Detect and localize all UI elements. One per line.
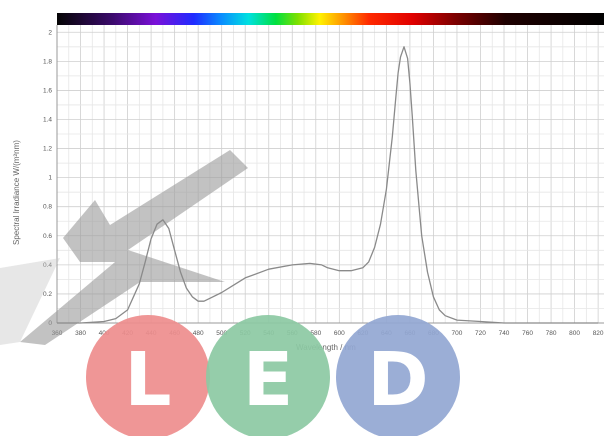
logo-circle-d [336, 315, 460, 436]
logo-letter-e: E [243, 337, 294, 423]
watermark-arrow [0, 150, 248, 345]
y-tick-label: 1.4 [43, 116, 52, 123]
x-tick-label: 800 [569, 330, 580, 337]
y-tick-label: 1.8 [43, 58, 52, 65]
x-tick-label: 600 [334, 330, 345, 337]
x-tick-label: 780 [546, 330, 557, 337]
x-tick-label: 760 [522, 330, 533, 337]
y-tick-label: 0.8 [43, 204, 52, 211]
y-tick-label: 1.2 [43, 146, 52, 153]
spectrum-series-line [57, 46, 599, 324]
x-tick-label: 580 [310, 330, 321, 337]
y-tick-label: 2 [48, 29, 52, 36]
x-tick-label: 380 [75, 330, 86, 337]
led-logo: L E D [86, 315, 460, 436]
spectrum-color-bar [57, 13, 604, 25]
x-tick-label: 500 [216, 330, 227, 337]
x-tick-label: 700 [452, 330, 463, 337]
logo-circle-l [86, 315, 210, 436]
y-axis-title: Spectral Irradiance W/(m²nm) [12, 140, 21, 245]
y-tick-label: 0.2 [43, 291, 52, 298]
logo-letter-l: L [124, 337, 171, 423]
y-tick-label: 0.4 [43, 262, 52, 269]
x-tick-label: 820 [593, 330, 604, 337]
logo-circle-e [206, 315, 330, 436]
x-axis-title: Wavelength / nm [296, 343, 356, 352]
y-tick-label: 1.6 [43, 87, 52, 94]
y-tick-label: 0.6 [43, 233, 52, 240]
x-tick-label: 720 [475, 330, 486, 337]
x-tick-label: 740 [499, 330, 510, 337]
y-tick-label: 1 [48, 175, 52, 182]
logo-letter-d: D [367, 337, 428, 423]
x-tick-label: 480 [193, 330, 204, 337]
